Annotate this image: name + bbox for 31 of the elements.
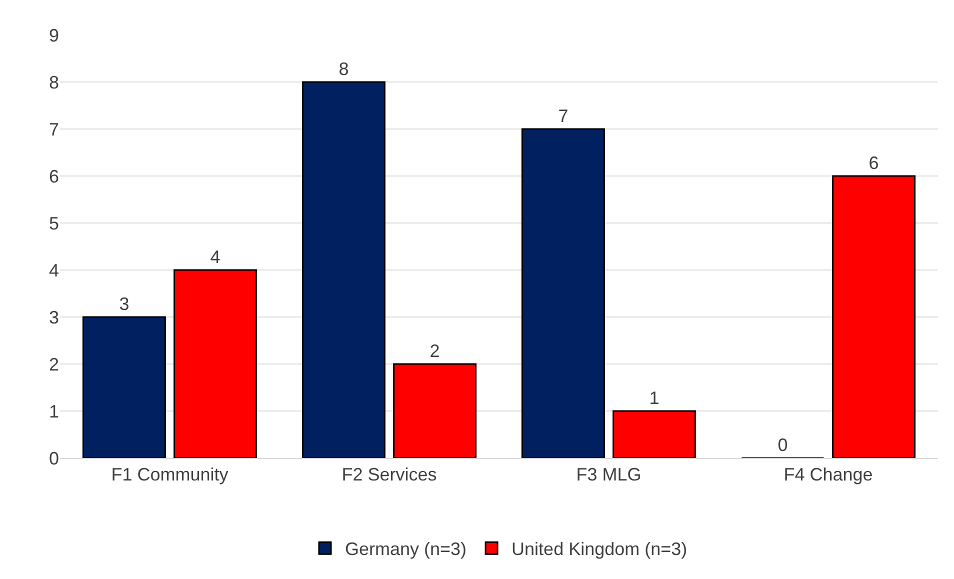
y-tick-label: 8: [48, 72, 59, 92]
x-tick-label: F1 Community: [111, 464, 228, 485]
y-tick-label: 6: [48, 166, 59, 186]
data-label: 7: [558, 106, 568, 126]
bar: [302, 81, 386, 458]
data-label: 4: [210, 247, 220, 267]
bar: [82, 316, 166, 458]
data-label: 3: [119, 294, 130, 314]
y-tick-label: 0: [48, 448, 59, 468]
x-tick-label: F2 Services: [342, 464, 437, 485]
bar: [174, 269, 258, 458]
data-label: 1: [649, 388, 660, 408]
bar: [612, 410, 696, 458]
y-tick-label: 1: [48, 401, 59, 422]
y-tick-label: 2: [48, 354, 59, 374]
data-label: 6: [868, 153, 879, 173]
data-label: 2: [430, 341, 440, 361]
y-tick-label: 5: [48, 213, 59, 234]
x-tick-label: F3 MLG: [576, 464, 642, 485]
y-tick-label: 3: [48, 307, 59, 328]
bar: [832, 175, 916, 458]
legend-label: Germany (n=3): [345, 539, 467, 560]
bar: [393, 363, 477, 458]
data-label: 0: [778, 435, 788, 455]
data-label: 8: [338, 59, 349, 79]
y-tick-label: 7: [48, 119, 59, 140]
y-tick-label: 9: [48, 25, 59, 46]
y-tick-label: 4: [48, 260, 59, 280]
bar: [521, 128, 605, 458]
x-tick-label: F4 Change: [784, 464, 873, 485]
legend-label: United Kingdom (n=3): [512, 539, 688, 560]
